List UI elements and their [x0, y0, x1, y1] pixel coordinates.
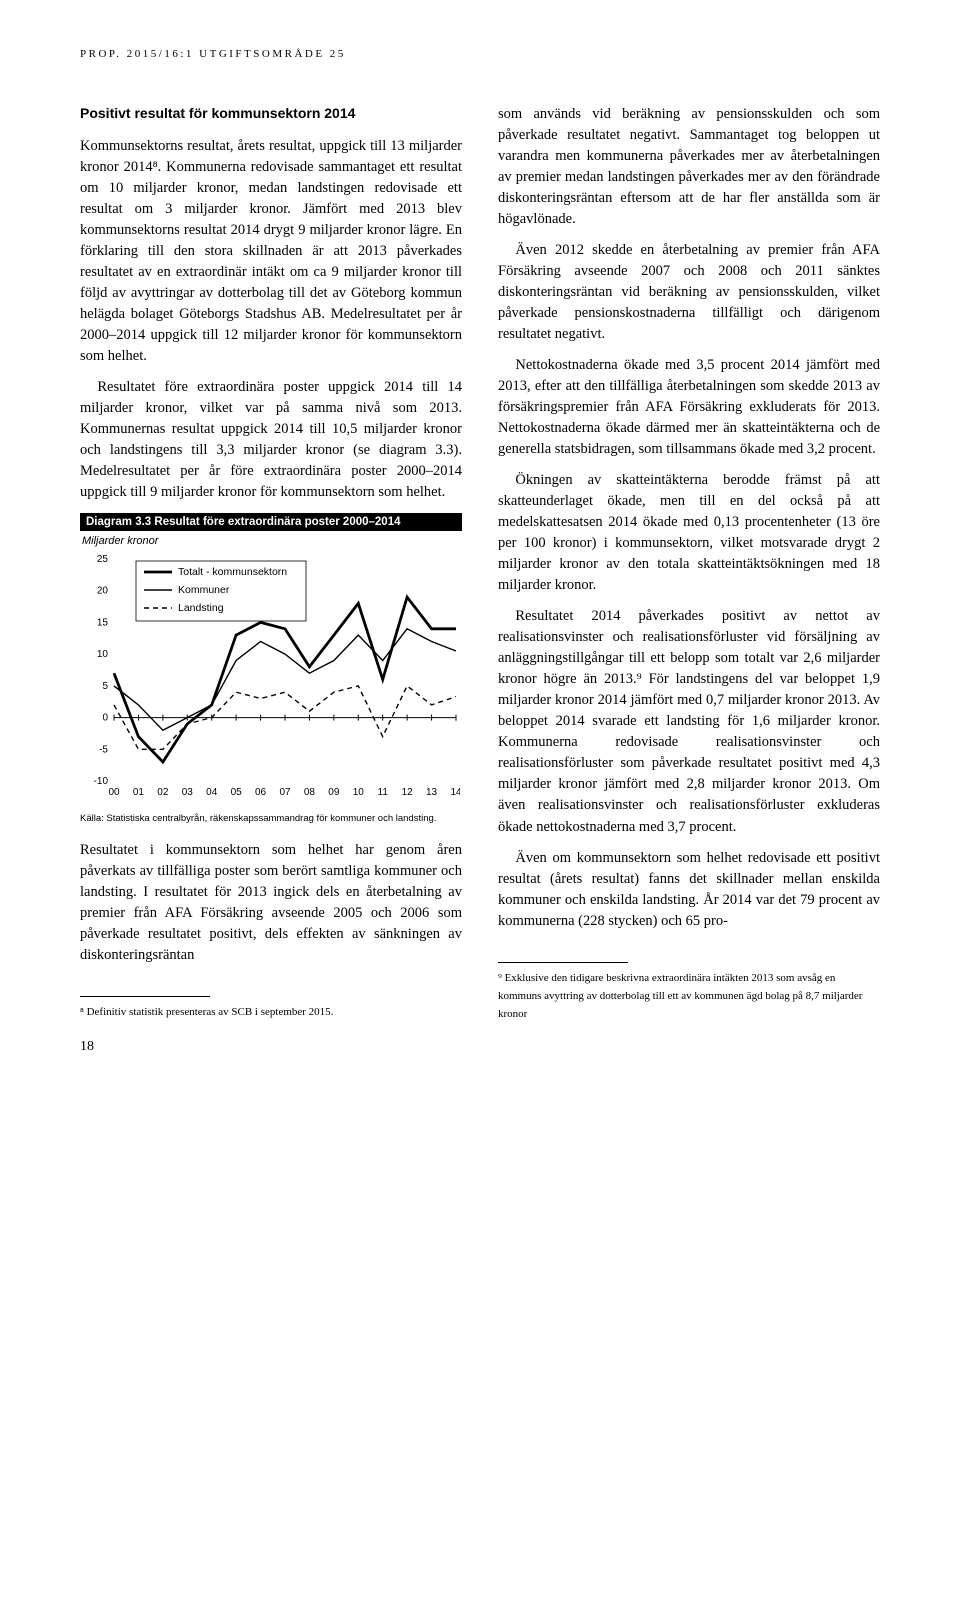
body-paragraph: Även 2012 skedde en återbetalning av pre…	[498, 240, 880, 345]
svg-text:00: 00	[108, 787, 120, 798]
body-paragraph: Resultatet före extraordinära poster upp…	[80, 377, 462, 503]
svg-text:Landsting: Landsting	[178, 602, 224, 614]
svg-text:Totalt - kommunsektorn: Totalt - kommunsektorn	[178, 566, 287, 578]
svg-text:05: 05	[231, 787, 243, 798]
svg-text:10: 10	[97, 650, 109, 661]
chart-heading: Diagram 3.3 Resultat före extraordinära …	[80, 513, 462, 531]
footnote: ⁹ Exklusive den tidigare beskrivna extra…	[498, 969, 880, 1023]
body-paragraph: Nettokostnaderna ökade med 3,5 procent 2…	[498, 355, 880, 460]
footnote: ⁸ Definitiv statistik presenteras av SCB…	[80, 1003, 462, 1021]
svg-text:08: 08	[304, 787, 316, 798]
footnote-rule	[80, 996, 210, 997]
chart-container: -10-505101520250001020304050607080910111…	[80, 549, 462, 809]
svg-text:06: 06	[255, 787, 267, 798]
column-right: som används vid beräkning av pensionssku…	[498, 104, 880, 1023]
body-paragraph: Även om kommunsektorn som helhet redovis…	[498, 848, 880, 932]
svg-text:13: 13	[426, 787, 438, 798]
svg-text:10: 10	[353, 787, 365, 798]
page: PROP. 2015/16:1 UTGIFTSOMRÅDE 25 Positiv…	[0, 0, 960, 1079]
svg-text:25: 25	[97, 554, 109, 565]
svg-text:02: 02	[157, 787, 169, 798]
svg-text:11: 11	[378, 787, 389, 798]
footnote-rule	[498, 962, 628, 963]
svg-text:-10: -10	[94, 776, 109, 787]
line-chart: -10-505101520250001020304050607080910111…	[80, 549, 460, 809]
column-left: Positivt resultat för kommunsektorn 2014…	[80, 104, 462, 1023]
page-number: 18	[80, 1039, 94, 1055]
section-title: Positivt resultat för kommunsektorn 2014	[80, 104, 462, 122]
two-column-layout: Positivt resultat för kommunsektorn 2014…	[80, 104, 880, 1023]
body-paragraph: Kommunsektorns resultat, årets resultat,…	[80, 136, 462, 367]
svg-text:03: 03	[182, 787, 194, 798]
svg-text:14: 14	[450, 787, 460, 798]
body-paragraph: Ökningen av skatteintäkterna berodde frä…	[498, 470, 880, 596]
svg-text:09: 09	[328, 787, 340, 798]
svg-text:0: 0	[102, 713, 108, 724]
svg-text:01: 01	[133, 787, 145, 798]
svg-text:-5: -5	[99, 745, 108, 756]
body-paragraph: Resultatet i kommunsektorn som helhet ha…	[80, 840, 462, 966]
body-paragraph: som används vid beräkning av pensionssku…	[498, 104, 880, 230]
svg-text:12: 12	[402, 787, 414, 798]
body-paragraph: Resultatet 2014 påverkades positivt av n…	[498, 606, 880, 837]
svg-text:20: 20	[97, 586, 109, 597]
running-header: PROP. 2015/16:1 UTGIFTSOMRÅDE 25	[80, 48, 880, 60]
svg-text:15: 15	[97, 618, 109, 629]
chart-subheading: Miljarder kronor	[82, 535, 462, 547]
svg-text:Kommuner: Kommuner	[178, 584, 230, 596]
svg-text:04: 04	[206, 787, 218, 798]
svg-text:5: 5	[102, 681, 108, 692]
svg-text:07: 07	[279, 787, 291, 798]
chart-source: Källa: Statistiska centralbyrån, räkensk…	[80, 813, 462, 825]
